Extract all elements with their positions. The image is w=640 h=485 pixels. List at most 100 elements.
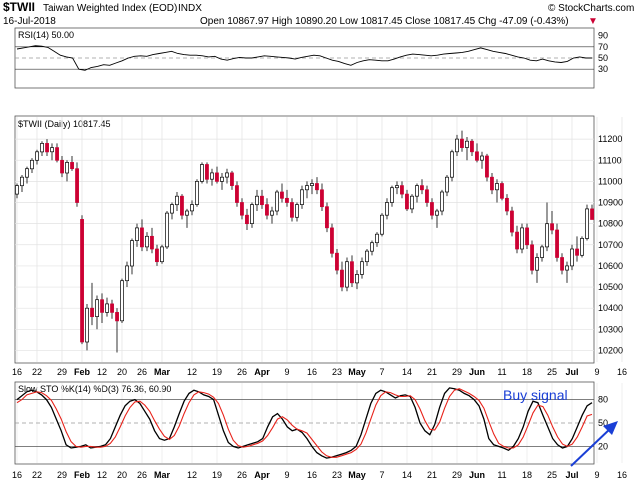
candle-up (95, 299, 99, 317)
candle-down (475, 151, 479, 161)
candle-up (300, 189, 304, 205)
candle-up (270, 210, 274, 216)
candle-up (255, 195, 259, 206)
x-tick-label: 16 (307, 470, 317, 480)
brand-label: © StockCharts.com (548, 3, 634, 14)
x-tick-label: 9 (594, 470, 599, 480)
exchange-label: INDX (178, 3, 202, 14)
price-tick-label: 10900 (598, 198, 623, 208)
price-tick-label: 11000 (598, 176, 622, 186)
price-tick-label: 10600 (598, 261, 623, 271)
candle-up (160, 246, 164, 263)
x-tick-label: 16 (307, 367, 317, 377)
candle-down (260, 195, 264, 206)
x-tick-label: 12 (187, 470, 197, 480)
candle-up (465, 140, 469, 148)
x-tick-label: 21 (427, 367, 437, 377)
candle-down (90, 307, 94, 318)
candle-down (460, 138, 464, 148)
candle-down (265, 204, 269, 216)
candle-up (580, 238, 584, 256)
x-tick-label: Jul (565, 367, 578, 377)
x-tick-label: 7 (379, 470, 384, 480)
candle-up (480, 155, 484, 161)
candle-up (130, 240, 134, 267)
x-tick-label: 22 (32, 470, 42, 480)
x-tick-label: 18 (522, 367, 532, 377)
candle-up (450, 151, 454, 178)
candle-down (330, 227, 334, 254)
rsi-tick-label: 70 (598, 42, 608, 52)
candle-down (45, 143, 49, 153)
candle-down (235, 185, 239, 203)
candle-down (240, 202, 244, 216)
candle-down (515, 231, 519, 250)
candle-down (155, 248, 159, 263)
candle-up (380, 214, 384, 235)
candle-up (545, 223, 549, 248)
price-tick-label: 10300 (598, 324, 623, 334)
candle-up (360, 261, 364, 275)
x-tick-label: 9 (284, 367, 289, 377)
rsi-series-line (16, 45, 592, 71)
x-tick-label: 19 (212, 367, 222, 377)
candle-down (315, 183, 319, 191)
candle-up (415, 185, 419, 197)
candle-down (555, 229, 559, 258)
candle-up (540, 246, 544, 258)
x-tick-label: 29 (57, 367, 67, 377)
stoch-d-line (16, 388, 593, 458)
rsi-tick-label: 50 (598, 53, 608, 63)
candle-up (165, 212, 169, 248)
x-tick-label: 11 (497, 470, 506, 480)
candle-down (180, 195, 184, 216)
candle-down (150, 235, 154, 250)
candle-down (430, 202, 434, 216)
price-panel: $TWII (Daily) 10817.45 10200103001040010… (12, 115, 627, 377)
ohlc-readout: Open 10867.97 High 10890.20 Low 10817.45… (200, 16, 569, 27)
candle-down (505, 197, 509, 212)
x-tick-label: 29 (452, 367, 462, 377)
candle-down (425, 189, 429, 203)
x-tick-label: 22 (32, 367, 42, 377)
candle-down (560, 257, 564, 271)
x-tick-label: 16 (12, 470, 22, 480)
candle-down (420, 185, 424, 191)
x-tick-label: 16 (617, 367, 627, 377)
candle-up (105, 303, 109, 313)
candle-up (565, 265, 569, 271)
x-tick-label: Feb (74, 367, 91, 377)
candle-down (55, 147, 59, 161)
candle-down (350, 261, 354, 284)
x-tick-label: 14 (402, 367, 412, 377)
stoch-tick-labels: 20 50 80 (598, 395, 608, 452)
price-tick-label: 10800 (598, 219, 623, 229)
candle-down (245, 214, 249, 225)
x-tick-label: Jul (565, 470, 578, 480)
candle-down (340, 269, 344, 288)
candle-up (370, 242, 374, 252)
candle-up (295, 204, 299, 218)
stochastic-panel: Slow STO %K(14) %D(3) 76.36, 60.90 20 50 8… (12, 381, 627, 480)
x-tick-label: May (348, 367, 366, 377)
candle-down (525, 227, 529, 246)
rsi-tick-label: 90 (598, 31, 608, 41)
candle-down (405, 193, 409, 210)
candle-up (440, 191, 444, 212)
buy-signal-arrow-icon (570, 421, 618, 467)
candle-up (385, 202, 389, 216)
candle-up (190, 204, 194, 212)
candle-up (120, 280, 124, 322)
candle-up (220, 176, 224, 182)
price-tick-label: 10700 (598, 240, 623, 250)
x-tick-label: Jun (469, 367, 485, 377)
date-label: 16-Jul-2018 (3, 16, 56, 27)
candle-down (75, 168, 79, 203)
price-tick-label: 10200 (598, 345, 623, 355)
candle-up (520, 227, 524, 250)
candle-up (455, 138, 459, 153)
candle-up (15, 185, 19, 195)
candle-up (210, 172, 214, 180)
stoch-title: Slow STO %K(14) %D(3) 76.36, 60.90 (18, 384, 171, 394)
